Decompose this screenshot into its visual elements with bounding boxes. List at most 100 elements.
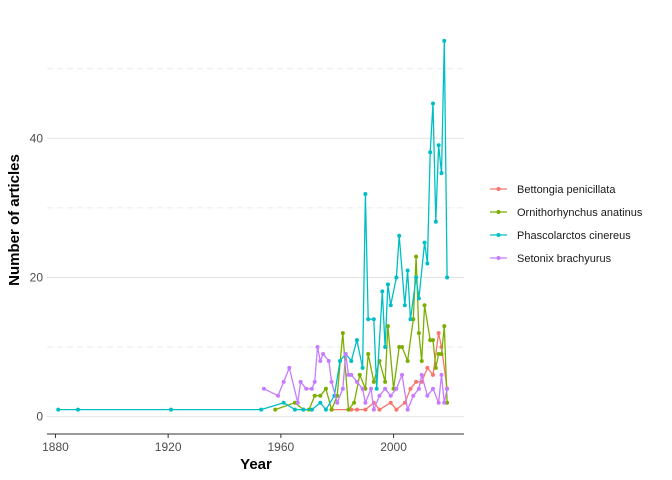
data-point-3-35 (436, 400, 441, 405)
data-point-1-21 (400, 345, 405, 350)
data-point-2-29 (414, 275, 419, 280)
data-point-3-15 (340, 386, 345, 391)
data-point-0-13 (431, 372, 436, 377)
legend-item-0: Bettongia penicillata (490, 184, 616, 196)
data-point-2-30 (416, 296, 421, 301)
data-point-2-26 (402, 303, 407, 308)
data-point-3-16 (343, 351, 348, 356)
legend-key-point-0 (496, 187, 501, 191)
x-axis-ticks: 1880 1920 1960 2000 (42, 434, 407, 454)
x-tick-label-2: 1960 (268, 440, 295, 454)
y-tick-label-2: 40 (30, 131, 44, 145)
legend-key-point-1 (496, 210, 501, 214)
legend-label-2: Phascolarctos cinereus (517, 230, 631, 242)
data-point-3-34 (431, 386, 436, 391)
data-point-2-36 (436, 143, 441, 148)
data-point-2-19 (374, 386, 379, 391)
data-point-3-7 (309, 386, 314, 391)
data-point-1-26 (419, 358, 424, 363)
data-point-3-32 (419, 372, 424, 377)
data-point-3-5 (298, 379, 303, 384)
data-point-1-20 (397, 345, 402, 350)
legend-label-1: Ornithorhynchus anatinus (517, 207, 643, 219)
data-point-3-12 (326, 358, 331, 363)
data-point-1-24 (414, 254, 419, 259)
x-tick-label-0: 1880 (42, 440, 69, 454)
series-layer (56, 38, 450, 412)
data-point-1-4 (312, 393, 317, 398)
data-point-0-14 (436, 331, 441, 336)
data-point-1-7 (329, 407, 334, 412)
data-point-2-33 (428, 150, 433, 155)
data-point-2-7 (309, 407, 314, 412)
legend-label-0: Bettongia penicillata (517, 184, 616, 196)
data-point-2-1 (75, 407, 80, 412)
data-point-3-3 (287, 365, 292, 370)
data-point-3-30 (411, 393, 416, 398)
data-point-3-20 (360, 386, 365, 391)
data-point-3-23 (371, 407, 376, 412)
data-point-3-21 (363, 400, 368, 405)
data-point-2-3 (259, 407, 264, 412)
data-point-0-3 (363, 407, 368, 412)
data-point-3-26 (388, 393, 393, 398)
data-point-1-31 (436, 351, 441, 356)
data-point-1-29 (431, 338, 436, 343)
data-point-3-38 (445, 386, 450, 391)
y-axis-ticks: 0 20 40 (30, 131, 44, 423)
x-axis-title: Year (240, 456, 272, 473)
y-tick-label-0: 0 (36, 410, 43, 424)
data-point-1-18 (385, 324, 390, 329)
data-point-2-0 (56, 407, 61, 412)
data-point-2-15 (360, 365, 365, 370)
data-point-3-25 (383, 386, 388, 391)
data-point-3-6 (304, 386, 309, 391)
x-tick-label-1: 1920 (155, 440, 182, 454)
data-point-1-11 (352, 400, 357, 405)
data-point-2-23 (388, 303, 393, 308)
series-2 (56, 38, 450, 412)
legend-label-3: Setonix brachyurus (517, 253, 612, 265)
data-point-3-27 (394, 386, 399, 391)
data-point-1-9 (340, 331, 345, 336)
legend-key-point-2 (496, 233, 501, 237)
y-tick-label-1: 20 (30, 270, 44, 284)
data-point-2-14 (354, 338, 359, 343)
data-point-3-13 (329, 379, 334, 384)
grid-lines (47, 68, 464, 418)
data-point-0-6 (388, 400, 393, 405)
data-point-3-11 (321, 351, 326, 356)
data-point-1-6 (323, 386, 328, 391)
data-point-0-9 (408, 386, 413, 391)
data-point-2-20 (380, 289, 385, 294)
data-point-1-30 (433, 365, 438, 370)
data-point-3-2 (281, 379, 286, 384)
data-point-2-16 (363, 191, 368, 196)
data-point-0-10 (414, 379, 419, 384)
data-point-1-23 (411, 317, 416, 322)
data-point-1-5 (318, 393, 323, 398)
data-point-1-12 (357, 372, 362, 377)
legend: Bettongia penicillata Ornithorhynchus ana… (490, 184, 643, 265)
data-point-3-36 (439, 372, 444, 377)
data-point-2-21 (383, 345, 388, 350)
data-point-1-10 (346, 407, 351, 412)
data-point-1-14 (366, 351, 371, 356)
data-point-3-4 (295, 400, 300, 405)
data-point-1-34 (445, 400, 450, 405)
x-tick-label-3: 2000 (380, 440, 407, 454)
data-point-2-8 (318, 400, 323, 405)
data-point-2-39 (445, 275, 450, 280)
y-axis-title: Number of articles (6, 154, 23, 286)
series-line-3 (263, 346, 448, 411)
data-point-3-22 (369, 386, 374, 391)
data-point-3-18 (349, 372, 354, 377)
data-point-2-28 (408, 317, 413, 322)
data-point-2-6 (301, 407, 306, 412)
data-point-3-33 (425, 393, 430, 398)
data-point-2-34 (431, 101, 436, 106)
data-point-2-2 (168, 407, 173, 412)
data-point-3-1 (276, 393, 281, 398)
data-point-3-14 (335, 400, 340, 405)
